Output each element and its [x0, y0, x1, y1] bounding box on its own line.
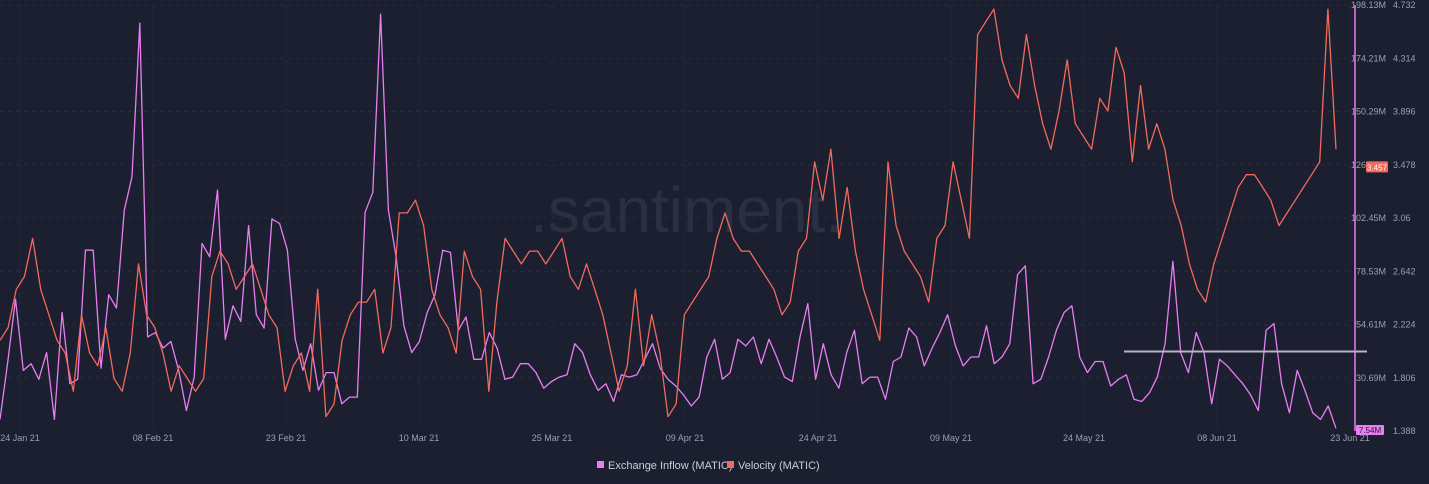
y-right-tick-label: 2.642: [1393, 266, 1416, 276]
y-right-tick-label: 3.478: [1393, 160, 1416, 170]
inflow-value-text: 7.54M: [1359, 426, 1382, 435]
y-axis-left: 198.13M174.21M150.29M126.37M102.45M78.53…: [1351, 0, 1386, 431]
y-right-tick-label: 3.06: [1393, 213, 1411, 223]
y-left-tick-label: 30.69M: [1356, 373, 1386, 383]
x-tick-label: 08 Jun 21: [1197, 433, 1237, 443]
x-tick-label: 23 Feb 21: [266, 433, 307, 443]
x-tick-label: 09 Apr 21: [666, 433, 705, 443]
legend-swatch-1: [727, 461, 734, 468]
y-right-tick-label: 2.224: [1393, 320, 1416, 330]
legend[interactable]: Exchange Inflow (MATIC) Velocity (MATIC): [597, 460, 820, 472]
x-axis: 24 Jan 21 08 Feb 21 23 Feb 21 10 Mar 21 25 M…: [0, 433, 1370, 443]
velocity-value-text: 3.457: [1367, 163, 1388, 172]
y-right-tick-label: 1.806: [1393, 373, 1416, 383]
santiment-watermark: .santiment.: [530, 174, 843, 246]
plot-area: [0, 8, 1367, 429]
legend-swatch-0: [597, 461, 604, 468]
y-left-tick-label: 150.29M: [1351, 107, 1386, 117]
x-tick-label: 10 Mar 21: [399, 433, 440, 443]
x-tick-label: 09 May 21: [930, 433, 972, 443]
y-left-tick-label: 54.61M: [1356, 320, 1386, 330]
y-left-tick-label: 102.45M: [1351, 213, 1386, 223]
y-left-tick-label: 174.21M: [1351, 53, 1386, 63]
velocity-value-badge: [1366, 161, 1388, 173]
y-right-tick-label: 4.314: [1393, 53, 1416, 63]
current-value-badges: 3.457 7.54M: [1356, 161, 1388, 435]
series-line-velocity: [0, 8, 1337, 418]
y-right-tick-label: 4.732: [1393, 0, 1416, 10]
series-line-exchange-inflow: [0, 13, 1337, 429]
y-axis-right: 4.732 4.314 3.896 3.478 3.06 2.642 2.224 1.806 1…: [1393, 0, 1416, 436]
legend-entry-0[interactable]: Exchange Inflow (MATIC): [608, 460, 733, 472]
y-right-tick-label: 1.388: [1393, 426, 1416, 436]
x-tick-label: 23 Jun 21: [1330, 433, 1370, 443]
y-left-tick-label: 198.13M: [1351, 0, 1386, 10]
x-tick-label: 25 Mar 21: [532, 433, 573, 443]
legend-entry-1[interactable]: Velocity (MATIC): [738, 460, 820, 472]
x-tick-label: 24 Apr 21: [799, 433, 838, 443]
y-left-tick-label: 78.53M: [1356, 266, 1386, 276]
x-tick-label: 24 May 21: [1063, 433, 1105, 443]
y-right-tick-label: 3.896: [1393, 107, 1416, 117]
x-tick-label: 08 Feb 21: [133, 433, 174, 443]
x-tick-label: 24 Jan 21: [0, 433, 40, 443]
inflow-value-badge: [1356, 425, 1384, 435]
